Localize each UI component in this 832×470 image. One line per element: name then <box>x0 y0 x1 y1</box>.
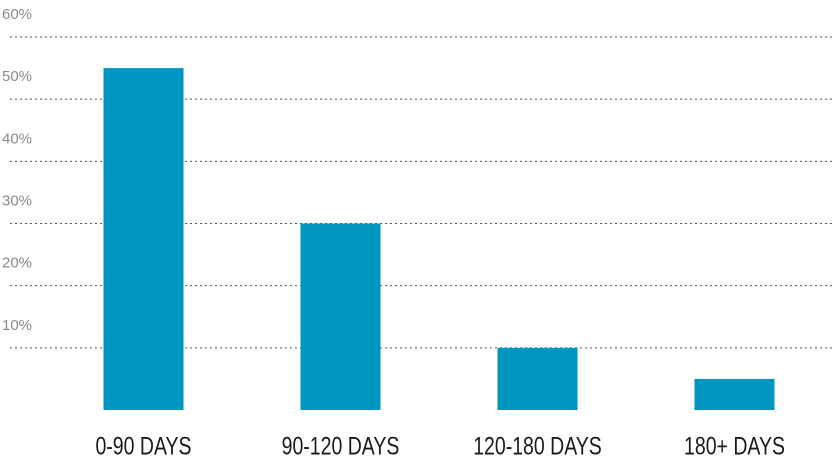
x-tick-label: 0-90 DAYS <box>95 432 191 460</box>
x-tick-label: 90-120 DAYS <box>282 432 400 460</box>
y-tick-label: 20% <box>2 255 32 272</box>
y-tick-label: 10% <box>2 317 32 334</box>
x-tick-label: 180+ DAYS <box>684 432 785 460</box>
bar <box>694 378 775 410</box>
bar <box>497 347 578 410</box>
x-tick-label: 120-180 DAYS <box>473 432 602 460</box>
bar <box>103 68 184 410</box>
y-tick-label: 40% <box>2 130 32 147</box>
y-tick-label: 30% <box>2 192 32 209</box>
y-tick-label: 60% <box>2 6 32 23</box>
bar <box>300 223 381 410</box>
y-tick-label: 50% <box>2 68 32 85</box>
